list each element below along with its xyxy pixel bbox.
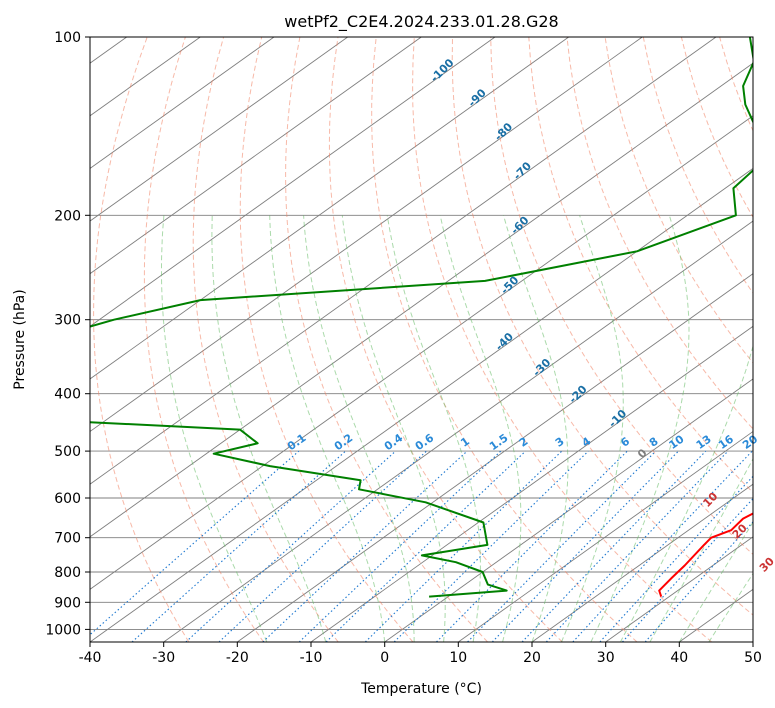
isotherm-line bbox=[605, 536, 753, 642]
y-tick-label: 900 bbox=[54, 595, 81, 611]
y-tick-label: 800 bbox=[54, 565, 81, 581]
dry-adiabat-line bbox=[642, 37, 753, 294]
y-tick-label: 1000 bbox=[45, 622, 81, 638]
y-tick-label: 500 bbox=[54, 444, 81, 460]
isotherm-line bbox=[90, 37, 275, 169]
isotherm-line bbox=[90, 37, 496, 327]
mixing-ratio-line bbox=[436, 450, 628, 642]
dry-adiabat-line bbox=[93, 37, 190, 642]
mixing-ratio-line bbox=[621, 497, 753, 642]
moist-adiabat-line bbox=[161, 215, 268, 642]
mixing-ratio-line bbox=[545, 450, 729, 642]
dry-adiabat-line bbox=[451, 37, 753, 616]
isotherm-line bbox=[90, 62, 753, 538]
dewpoint-profile-line bbox=[90, 37, 753, 598]
moist-adiabat-line bbox=[649, 457, 753, 642]
moist-adiabat-line bbox=[503, 215, 569, 642]
x-tick-label: 30 bbox=[597, 650, 615, 666]
isotherm-line bbox=[90, 37, 643, 433]
mixing-ratio-line bbox=[393, 450, 589, 642]
mixing-ratio-line bbox=[298, 450, 502, 642]
mixing-ratio-line bbox=[521, 450, 707, 642]
isotherm-line bbox=[531, 483, 753, 642]
dry-adiabat-line bbox=[528, 37, 753, 494]
mixing-ratio-line bbox=[644, 521, 753, 642]
dry-adiabat-line bbox=[143, 37, 264, 642]
x-tick-label: -30 bbox=[152, 650, 175, 666]
moist-adiabat-line bbox=[341, 215, 446, 642]
y-axis-label: Pressure (hPa) bbox=[12, 289, 28, 389]
dry-adiabat-line bbox=[239, 37, 414, 642]
y-tick-label: 300 bbox=[54, 313, 81, 329]
y-tick-label: 200 bbox=[54, 208, 81, 224]
isotherm-line bbox=[90, 37, 348, 222]
x-tick-label: -20 bbox=[226, 650, 249, 666]
moist-adiabat-line bbox=[708, 572, 753, 642]
y-tick-label: 600 bbox=[54, 491, 81, 507]
isotherm-line bbox=[90, 167, 753, 642]
x-tick-label: 40 bbox=[670, 650, 688, 666]
x-tick-label: -40 bbox=[79, 650, 102, 666]
isotherm-line bbox=[90, 37, 422, 275]
mixing-ratio-line bbox=[325, 450, 526, 642]
x-axis: -40 -30 -20 -10 0 10 20 30 40 50 bbox=[79, 642, 762, 666]
x-tick-label: 20 bbox=[523, 650, 541, 666]
y-axis: 100 200 300 400 500 600 700 800 900 1000 bbox=[45, 30, 90, 638]
moist-adiabat-line bbox=[211, 215, 327, 642]
x-tick-label: -10 bbox=[300, 650, 323, 666]
isotherm-line bbox=[90, 115, 753, 590]
y-tick-label: 700 bbox=[54, 531, 81, 547]
dry-adiabat-line bbox=[412, 37, 713, 642]
chart-title: wetPf2_C2E4.2024.233.01.28.G28 bbox=[284, 12, 558, 32]
isotherm-line bbox=[237, 273, 753, 642]
x-tick-label: 0 bbox=[380, 650, 389, 666]
y-tick-label: 400 bbox=[54, 387, 81, 403]
plot-area bbox=[90, 37, 753, 642]
moist-adiabat-line bbox=[678, 521, 753, 642]
isotherm-line bbox=[384, 378, 753, 642]
x-axis-label: Temperature (°C) bbox=[360, 681, 482, 697]
moist-adiabat-line bbox=[619, 344, 753, 642]
isotherm-line bbox=[90, 37, 717, 485]
isotherm-line bbox=[458, 430, 753, 642]
mixing-ratio-line bbox=[467, 450, 657, 642]
moist-adiabat-line bbox=[269, 215, 386, 642]
dry-adiabat-line bbox=[604, 37, 753, 364]
x-tick-label: 50 bbox=[744, 650, 762, 666]
moist-adiabat-line bbox=[386, 215, 481, 642]
dry-adiabat-line bbox=[285, 37, 488, 642]
plot-frame bbox=[89, 36, 754, 643]
dry-adiabat-line bbox=[328, 37, 563, 642]
temperature-profile-line bbox=[658, 512, 753, 597]
mixing-ratio-line bbox=[491, 450, 679, 642]
isotherm-line bbox=[163, 220, 753, 642]
dry-adiabat-line bbox=[490, 37, 753, 555]
y-tick-label: 100 bbox=[54, 30, 81, 46]
mixing-ratio-line bbox=[131, 450, 346, 642]
background-lines bbox=[90, 37, 753, 642]
isotherm-line bbox=[90, 37, 569, 380]
moist-adiabat-line bbox=[561, 215, 624, 642]
x-tick-label: 10 bbox=[449, 650, 467, 666]
dry-adiabat-line bbox=[371, 37, 638, 642]
mixing-ratio-line bbox=[599, 475, 753, 642]
moist-adiabat-line bbox=[303, 215, 415, 642]
